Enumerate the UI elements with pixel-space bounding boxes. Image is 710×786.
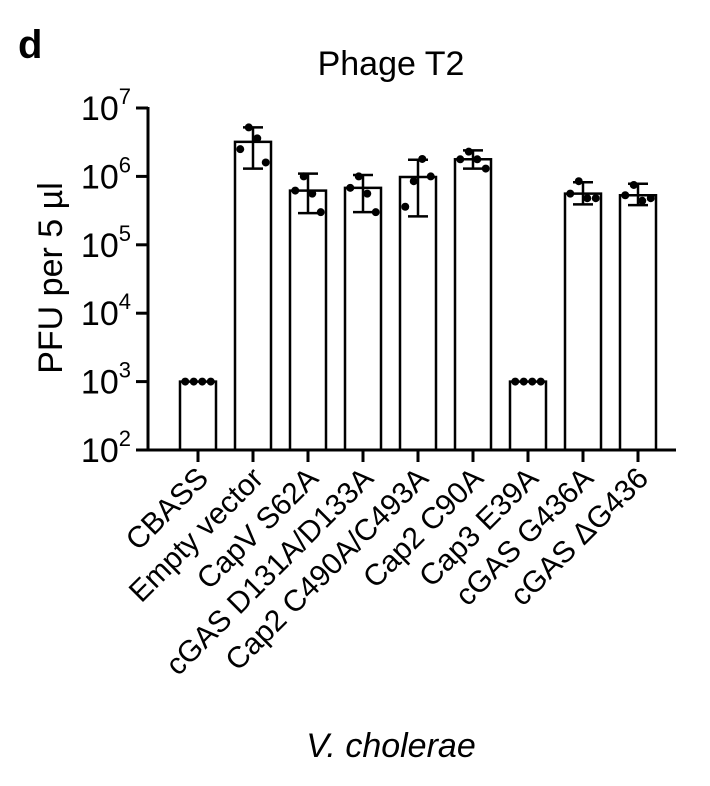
data-point: [206, 377, 215, 386]
data-point: [511, 377, 520, 386]
bar: [453, 158, 493, 452]
data-point: [371, 208, 380, 217]
bar: [288, 189, 328, 452]
y-tick-label: 106: [81, 152, 131, 196]
y-tick-label: 105: [81, 221, 131, 265]
panel-label: d: [18, 23, 42, 67]
data-point: [308, 189, 317, 198]
bar: [178, 380, 218, 452]
data-point: [591, 194, 600, 203]
y-axis: 102 103 104 105 106 107: [81, 84, 150, 470]
y-tick-label: 107: [81, 84, 131, 128]
data-point: [181, 377, 190, 386]
bar: [618, 194, 658, 452]
data-point: [426, 172, 435, 181]
y-tick-label: 102: [81, 426, 131, 470]
data-point: [583, 194, 592, 203]
data-point: [621, 191, 630, 200]
data-point: [574, 177, 583, 186]
data-point: [401, 202, 410, 211]
bar: [233, 140, 273, 452]
data-point: [363, 189, 372, 198]
data-point: [409, 177, 418, 186]
data-point: [291, 186, 300, 195]
bar: [508, 380, 548, 452]
data-point: [261, 158, 270, 167]
data-point: [536, 377, 545, 386]
data-point: [464, 147, 473, 156]
data-point: [253, 134, 262, 143]
data-point: [346, 183, 355, 192]
data-point: [638, 196, 647, 205]
data-point: [189, 377, 198, 386]
x-axis-label: V. cholerae: [306, 727, 475, 765]
bar: [563, 192, 603, 452]
data-point: [299, 172, 308, 181]
data-point: [519, 377, 528, 386]
data-point: [481, 164, 490, 173]
data-point: [566, 189, 575, 198]
bars: [178, 123, 658, 452]
data-point: [354, 172, 363, 181]
bar: [343, 186, 383, 452]
chart-title: Phage T2: [318, 45, 465, 83]
data-point: [629, 180, 638, 189]
data-point: [236, 145, 245, 154]
data-point: [198, 377, 207, 386]
data-point: [646, 194, 655, 203]
data-point: [316, 208, 325, 217]
data-point: [456, 155, 465, 164]
data-point: [473, 155, 482, 164]
data-point: [418, 154, 427, 163]
data-point: [528, 377, 537, 386]
y-tick-label: 103: [81, 358, 131, 402]
y-tick-label: 104: [81, 289, 131, 333]
y-axis-label: PFU per 5 µl: [32, 182, 70, 374]
data-point: [244, 123, 253, 132]
bar: [398, 175, 438, 452]
